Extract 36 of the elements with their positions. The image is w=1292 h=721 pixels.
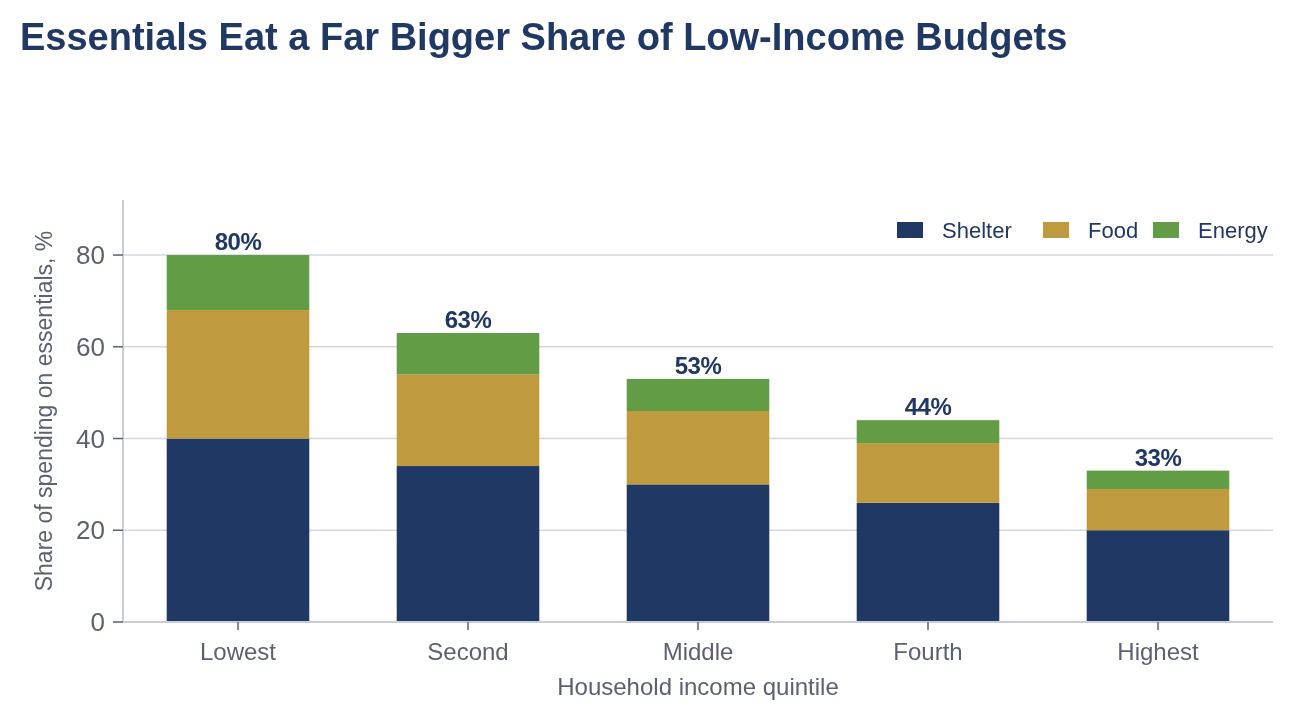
y-tick-label: 60 (76, 331, 105, 362)
total-label: 44% (904, 393, 952, 421)
total-label: 80% (214, 228, 262, 256)
bar (856, 502, 1000, 622)
bar (626, 484, 770, 622)
total-label: 53% (674, 351, 722, 379)
bar (396, 466, 540, 622)
bar (856, 420, 1000, 444)
bar (626, 411, 770, 485)
x-axis-title: Household income quintile (557, 673, 839, 700)
bar (1086, 530, 1230, 622)
total-label: 63% (444, 306, 492, 334)
bar (1086, 488, 1230, 531)
bar (396, 374, 540, 467)
y-axis-title: Share of spending on essentials, % (31, 230, 57, 592)
x-tick-label: Middle (662, 638, 734, 665)
y-tick-label: 0 (90, 607, 105, 638)
legend-label: Food (1088, 217, 1139, 243)
y-tick-label: 40 (76, 423, 105, 454)
bar (166, 255, 310, 311)
legend-label: Shelter (942, 217, 1012, 243)
y-tick-label: 20 (76, 515, 105, 546)
bar (1086, 470, 1230, 489)
x-tick-label: Highest (1117, 638, 1200, 665)
total-label: 33% (1134, 443, 1182, 471)
bar (166, 310, 310, 439)
bar (166, 438, 310, 622)
bar (396, 333, 540, 375)
x-tick-label: Fourth (893, 638, 963, 665)
bar (626, 378, 770, 411)
x-tick-label: Second (427, 638, 509, 665)
chart-title: Essentials Eat a Far Bigger Share of Low-Income Budgets (20, 16, 1068, 58)
x-tick-label: Lowest (199, 638, 277, 665)
legend-label: Energy (1198, 217, 1268, 243)
y-tick-label: 80 (76, 240, 105, 271)
bar (856, 443, 1000, 503)
